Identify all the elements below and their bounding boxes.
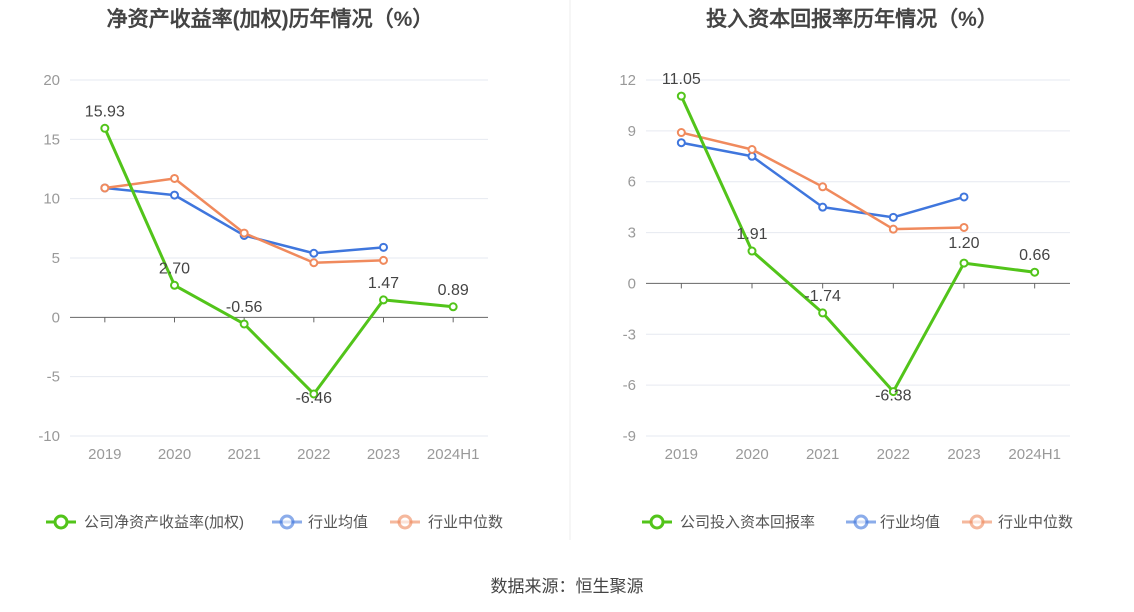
x-tick-label: 2019 (88, 446, 121, 463)
y-tick-label: -10 (38, 428, 60, 445)
data-point-company (818, 308, 828, 318)
data-point-industry_median (959, 222, 969, 232)
x-tick-label: 2020 (158, 446, 191, 463)
chart-title: 投入资本回报率历年情况（%） (706, 7, 998, 31)
data-label: 2.70 (159, 260, 190, 277)
data-label: -6.46 (296, 390, 333, 407)
y-tick-label: 3 (628, 225, 636, 242)
data-point-company (747, 246, 757, 256)
legend-marker-company (53, 514, 69, 530)
data-point-industry_avg (888, 212, 898, 222)
legend-label-company: 公司净资产收益率(加权) (84, 514, 244, 531)
data-label: -1.74 (804, 288, 841, 305)
data-point-company (888, 387, 898, 397)
data-point-company (239, 319, 249, 329)
y-tick-label: 5 (52, 250, 60, 267)
chart-1: 净资产收益率(加权)历年情况（%） 20 15 10 5 0 -5 -10 2019 2020 20… (38, 7, 503, 531)
data-source-label: 数据来源：恒生聚源 (490, 577, 644, 596)
data-point-industry_median (888, 224, 898, 234)
data-label: 15.93 (85, 103, 125, 120)
y-tick-label: -6 (623, 377, 636, 394)
legend-marker-industry_median (969, 514, 985, 530)
x-tick-label: 2023 (367, 446, 400, 463)
series-line-company (679, 95, 1035, 394)
data-point-industry_avg (676, 138, 686, 148)
y-tick-label: 12 (619, 72, 636, 89)
legend-marker-industry_avg (853, 514, 869, 530)
y-tick-label: -3 (623, 326, 636, 343)
data-point-industry_avg (959, 192, 969, 202)
data-label: 11.05 (662, 71, 701, 88)
data-point-company (959, 258, 969, 268)
data-label: 1.91 (736, 226, 767, 243)
data-label: -6.38 (875, 388, 912, 405)
x-tick-label: 2024H1 (1008, 446, 1061, 463)
data-point-company (1030, 267, 1040, 277)
legend-label-industry_avg: 行业均值 (880, 514, 940, 531)
data-point-company (309, 389, 319, 399)
x-tick-label: 2020 (735, 446, 768, 463)
legend-label-industry_avg: 行业均值 (308, 514, 368, 531)
data-point-industry_median (170, 173, 179, 183)
legend-marker-industry_median (397, 514, 413, 530)
y-tick-label: 10 (43, 191, 60, 208)
data-label: 0.89 (438, 282, 469, 299)
x-tick-label: 2021 (227, 446, 260, 463)
series-line-industry_median (681, 131, 965, 231)
data-point-industry_median (309, 258, 319, 268)
x-tick-label: 2022 (877, 446, 910, 463)
y-tick-label: 9 (628, 123, 636, 140)
y-tick-label: -5 (47, 369, 60, 386)
chart-title: 净资产收益率(加权)历年情况（%） (107, 7, 434, 31)
legend-marker-industry_avg (279, 514, 295, 530)
series-line-company (103, 127, 454, 396)
data-label: 1.47 (368, 275, 399, 292)
data-point-industry_median (239, 228, 249, 238)
data-point-industry_avg (170, 190, 179, 200)
y-tick-label: 20 (43, 72, 60, 89)
legend-label-industry_median: 行业中位数 (998, 514, 1073, 531)
x-tick-label: 2021 (806, 446, 839, 463)
data-point-company (170, 280, 179, 290)
data-point-company (100, 123, 110, 133)
data-label: 1.20 (948, 235, 979, 252)
data-point-industry_avg (818, 202, 828, 212)
y-tick-label: 0 (628, 275, 636, 292)
data-point-company (448, 302, 458, 312)
data-point-industry_median (100, 183, 110, 193)
data-label: -0.56 (226, 299, 263, 316)
data-point-industry_median (676, 128, 686, 138)
chart-2: 投入资本回报率历年情况（%） 12 9 6 3 0 -3 -6 -9 2019 2020 2021 20… (619, 7, 1073, 531)
data-label: 0.66 (1019, 247, 1050, 264)
data-point-industry_median (747, 145, 757, 155)
x-tick-label: 2023 (947, 446, 980, 463)
x-tick-label: 2022 (297, 446, 330, 463)
legend-label-company: 公司投入资本回报率 (680, 514, 815, 531)
data-point-industry_median (379, 255, 388, 265)
legend-marker-company (649, 514, 665, 530)
data-point-industry_avg (379, 242, 388, 252)
y-tick-label: 0 (52, 309, 60, 326)
data-point-company (676, 91, 686, 101)
legend-label-industry_median: 行业中位数 (428, 514, 503, 531)
x-tick-label: 2019 (665, 446, 698, 463)
x-tick-label: 2024H1 (427, 446, 480, 463)
y-tick-label: 6 (628, 174, 636, 191)
data-point-company (379, 295, 388, 305)
data-point-industry_avg (309, 248, 319, 258)
data-point-industry_median (818, 182, 828, 192)
y-tick-label: 15 (43, 131, 60, 148)
y-tick-label: -9 (623, 428, 636, 445)
